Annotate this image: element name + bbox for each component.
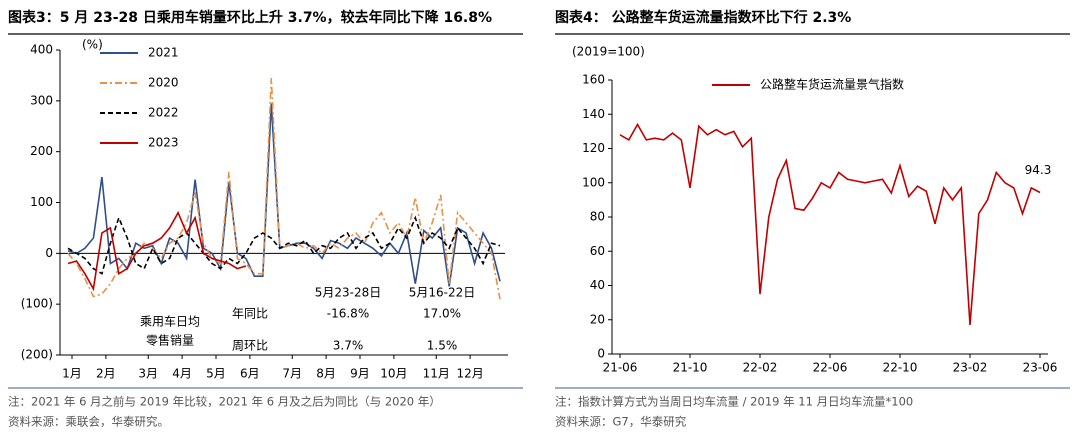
y-tick-label: 100 (582, 175, 605, 189)
x-tick-label: 22-06 (813, 361, 848, 375)
table-cell: -16.8% (327, 307, 369, 321)
chart-title: 图表3：5 月 23-28 日乘用车销量环比上升 3.7%，较去年同比下降 16… (8, 9, 492, 26)
y-unit: (%) (82, 38, 103, 52)
y-tick-label: 160 (582, 73, 605, 87)
table-cell: 1.5% (427, 339, 458, 353)
x-tick-label: 2月 (96, 367, 116, 381)
series-line (619, 122, 1041, 325)
x-tick-label: 21-06 (603, 361, 638, 375)
y-tick-label: (200) (21, 348, 53, 362)
legend-label: 2022 (148, 106, 179, 120)
legend-label: 2020 (148, 76, 179, 90)
y-tick-label: 0 (597, 347, 605, 361)
x-tick-label: 23-06 (1023, 361, 1058, 375)
value-label: 94.3 (1025, 163, 1052, 177)
y-tick-label: 200 (30, 144, 53, 158)
x-tick-label: 12月 (456, 367, 483, 381)
table-row-header: 零售销量 (146, 333, 194, 348)
chart-title: 图表4： 公路整车货运流量指数环比下行 2.3% (555, 9, 851, 26)
legend-label: 2023 (148, 136, 179, 150)
x-tick-label: 22-10 (883, 361, 918, 375)
y-tick-label: 20 (590, 312, 605, 326)
x-tick-label: 21-10 (673, 361, 708, 375)
y-unit: (2019=100) (572, 45, 645, 59)
x-tick-label: 22-02 (743, 361, 778, 375)
table-column: 5月16-22日 (409, 286, 476, 300)
legend-label: 2021 (148, 46, 179, 60)
x-tick-label: 4月 (172, 367, 192, 381)
y-tick-label: 100 (30, 195, 53, 209)
x-tick-label: 1月 (62, 367, 82, 381)
table-row-name: 年同比 (232, 307, 268, 321)
note: 注：指数计算方式为当周日均车流量 / 2019 年 11 月日均车流量*100 (555, 395, 913, 409)
y-tick-label: 120 (582, 141, 605, 155)
series-line (67, 215, 501, 275)
x-tick-label: 6月 (240, 367, 260, 381)
y-tick-label: 300 (30, 93, 53, 107)
note: 资料来源：G7，华泰研究 (555, 415, 687, 429)
y-tick-label: 0 (45, 246, 53, 260)
note: 注：2021 年 6 月之前与 2019 年比较，2021 年 6 月及之后为同… (8, 395, 441, 409)
x-tick-label: 8月 (316, 367, 336, 381)
x-tick-label: 9月 (350, 367, 370, 381)
table-cell: 17.0% (423, 307, 461, 321)
y-tick-label: (100) (21, 297, 53, 311)
x-tick-label: 11月 (423, 367, 450, 381)
table-column: 5月23-28日 (315, 286, 382, 300)
table-row-header: 乘用车日均 (140, 314, 200, 329)
y-tick-label: 140 (582, 107, 605, 121)
table-row-name: 周环比 (232, 339, 268, 353)
y-tick-label: 60 (590, 244, 605, 258)
y-tick-label: 400 (30, 43, 53, 57)
y-tick-label: 80 (590, 210, 605, 224)
x-tick-label: 7月 (282, 367, 302, 381)
series-line (67, 77, 501, 300)
x-tick-label: 5月 (206, 367, 226, 381)
table-cell: 3.7% (333, 339, 364, 353)
y-tick-label: 40 (590, 278, 605, 292)
series-line (67, 210, 247, 292)
x-tick-label: 3月 (138, 367, 158, 381)
legend-label: 公路整车货运流量景气指数 (760, 77, 904, 92)
x-tick-label: 23-02 (953, 361, 988, 375)
x-tick-label: 10月 (380, 367, 407, 381)
note: 资料来源：乘联会，华泰研究。 (8, 415, 169, 429)
